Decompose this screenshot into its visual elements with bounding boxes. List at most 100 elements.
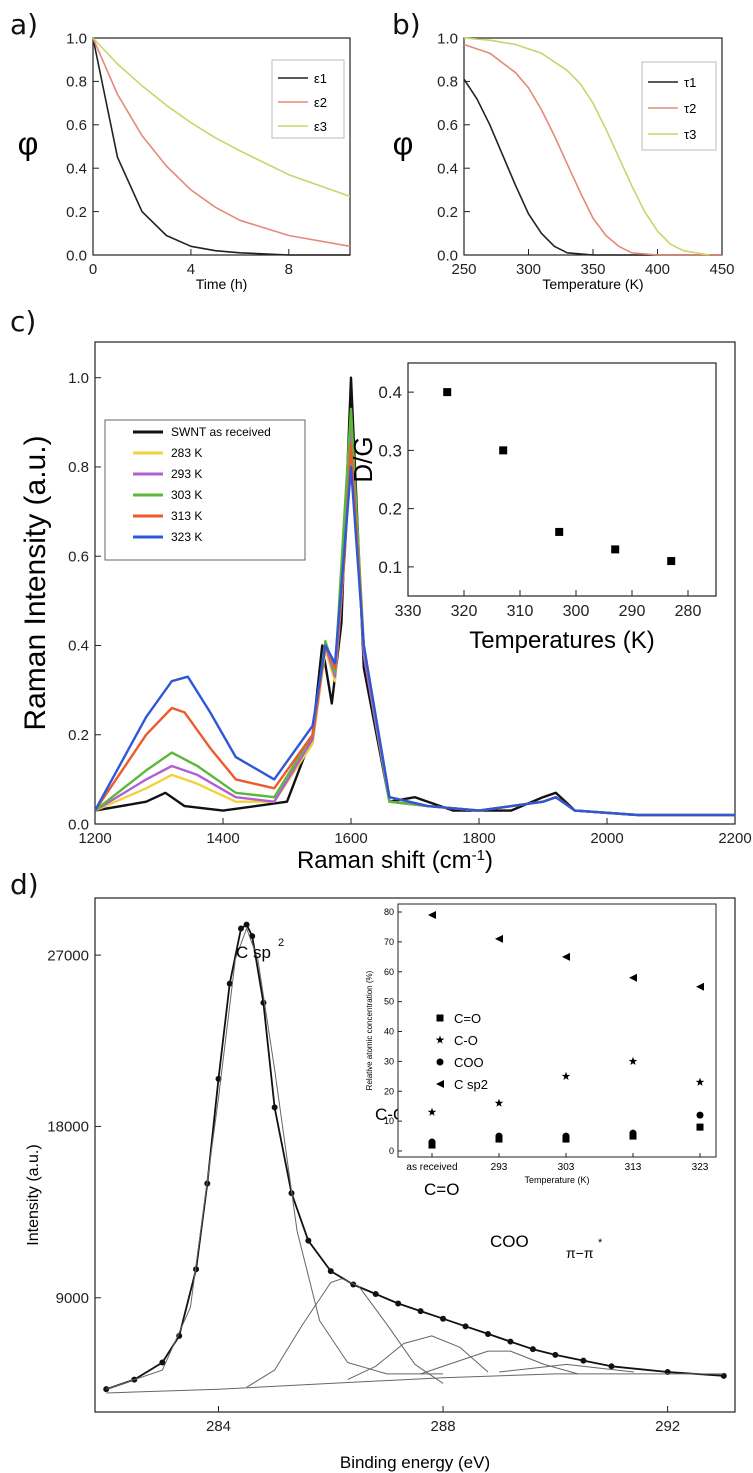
panel-d-series-7 [106, 1373, 724, 1394]
panel-d-inset-yticklabel-7: 70 [384, 937, 394, 947]
panel-b-x-ticklabel-0: 250 [451, 261, 476, 278]
panel-c-inset-point-4 [667, 557, 676, 566]
panel-a-x-ticklabel-2: 8 [285, 261, 293, 278]
panel-b-series-0 [463, 78, 722, 256]
panel-d-series-2 [106, 928, 444, 1390]
panel-a-series-2 [92, 37, 351, 198]
panel-label-c: c) [10, 305, 37, 338]
panel-a-y-ticklabel-3: 0.6 [66, 117, 87, 134]
panel-c-xlabel: Raman shift (cm-1) [297, 847, 493, 875]
panel-c-legend-label-0: SWNT as received [171, 425, 271, 439]
panel-d-inset-point-3-0 [428, 910, 436, 919]
panel-d-inset-point-3-3 [629, 973, 637, 982]
panel-a-legend-label-0: ε1 [314, 71, 327, 86]
panel-c-inset-ylabel: D/G [348, 436, 378, 482]
panel-c-y-ticklabel-3: 0.6 [68, 548, 89, 565]
panel-a-series-0 [92, 37, 350, 256]
panel-d-x-ticklabel-0: 284 [206, 1418, 231, 1435]
panel-d-inset-xticklabel-2: 303 [558, 1162, 575, 1173]
panel-d-inset-point-1-2 [561, 1071, 571, 1080]
panel-d-inset-legend-marker-0 [436, 1014, 444, 1022]
panel-c-x-ticklabel-4: 2000 [590, 830, 623, 847]
panel-d-inset-xticklabel-3: 313 [625, 1162, 642, 1173]
panel-d-inset-legend-marker-3 [436, 1080, 444, 1088]
panel-d-annot-coo: COO [490, 1232, 529, 1251]
panel-c-inset-frame [407, 362, 717, 597]
panel-c-inset-x-ticklabel-5: 280 [675, 603, 702, 620]
panel-c-inset-x-ticklabel-4: 290 [619, 603, 646, 620]
panel-c-y-ticklabel-4: 0.8 [68, 459, 89, 476]
panel-b-x-ticklabel-4: 450 [709, 261, 734, 278]
panel-b-series-2 [463, 37, 710, 256]
panel-d-inset-yticklabel-6: 60 [384, 967, 394, 977]
panel-a-y-ticklabel-1: 0.2 [66, 204, 87, 221]
panel-label-a: a) [10, 8, 39, 41]
panel-d-inset-point-3-2 [562, 952, 570, 961]
panel-c-y-ticklabel-5: 1.0 [68, 370, 89, 387]
panel-d-inset-point-1-0 [427, 1107, 437, 1116]
panel-c-inset-point-2 [555, 527, 564, 536]
panel-c-inset-y-ticklabel-2: 0.3 [378, 441, 402, 460]
panel-c-y-ticklabel-2: 0.4 [68, 638, 89, 655]
panel-d-annot-csp2-sup: 2 [278, 937, 284, 949]
panel-c-y-ticklabel-1: 0.2 [68, 727, 89, 744]
panel-b-legend-label-0: τ1 [684, 75, 696, 90]
panel-d-inset-legend-label-3: C sp2 [454, 1077, 488, 1092]
panel-d-series-4 [347, 1335, 489, 1381]
panel-c-x-ticklabel-1: 1400 [206, 830, 239, 847]
panel-d-inset-xticklabel-1: 293 [491, 1162, 508, 1173]
panel-d-annot-pi-sup: * [598, 1237, 603, 1249]
panel-d-inset-ylabel: Relative atomic concentration (%) [365, 970, 374, 1090]
panel-b-y-ticklabel-4: 0.8 [437, 74, 458, 91]
panel-a-legend-box [271, 59, 345, 139]
panel-d-series-3 [246, 1278, 444, 1388]
panel-d-inset-legend-label-1: C-O [454, 1033, 478, 1048]
panel-d-inset-point-2-0 [428, 1138, 436, 1146]
panel-d-inset-xticklabel-4: 323 [692, 1162, 709, 1173]
panel-c-inset-y-ticklabel-1: 0.2 [378, 500, 402, 519]
panel-a-y-ticklabel-2: 0.4 [66, 160, 87, 177]
panel-b-legend-label-1: τ2 [684, 101, 696, 116]
panel-a-series-1 [92, 37, 351, 248]
panel-c-ylabel: Raman Intensity (a.u.) [19, 435, 52, 730]
panel-d-inset-yticklabel-0: 0 [389, 1146, 394, 1156]
panel-c-inset-x-ticklabel-2: 310 [507, 603, 534, 620]
panel-d-y-ticklabel-1: 18000 [47, 1119, 89, 1136]
panel-c-legend-label-2: 293 K [171, 467, 202, 481]
panel-d-frame [94, 897, 736, 1413]
panel-d-annot-csp2: C sp [236, 943, 271, 962]
panel-d-inset-yticklabel-1: 10 [384, 1116, 394, 1126]
panel-a-y-ticklabel-0: 0.0 [66, 247, 87, 264]
panel-d-inset-point-2-4 [696, 1111, 704, 1119]
panel-b-x-ticklabel-2: 350 [580, 261, 605, 278]
panel-c-x-ticklabel-5: 2200 [718, 830, 751, 847]
panel-b-x-ticklabel-1: 300 [516, 261, 541, 278]
panel-c-inset-point-0 [443, 388, 452, 397]
panel-d-inset-point-3-1 [495, 934, 503, 943]
panel-d-annot-pi: π−π [566, 1245, 594, 1261]
panel-d-series-6 [499, 1363, 634, 1373]
panel-d-inset-legend-marker-2 [436, 1058, 444, 1066]
panel-c-inset-xlabel: Temperatures (K) [469, 627, 654, 654]
panel-c-inset-y-ticklabel-3: 0.4 [378, 383, 402, 402]
panel-b-y-ticklabel-3: 0.6 [437, 117, 458, 134]
panel-c-inset-y-ticklabel-0: 0.1 [378, 558, 402, 577]
panel-a-legend-label-2: ε3 [314, 119, 327, 134]
panel-c-legend-label-5: 323 K [171, 530, 202, 544]
panel-d-inset-point-3-4 [696, 982, 704, 991]
panel-a-xlabel: Time (h) [196, 276, 248, 292]
panel-c-frame [94, 341, 736, 825]
panel-d-inset-yticklabel-3: 30 [384, 1056, 394, 1066]
panel-d-inset-point-2-2 [562, 1132, 570, 1140]
panel-b-xlabel: Temperature (K) [542, 276, 643, 292]
panel-d-inset-yticklabel-5: 50 [384, 997, 394, 1007]
panel-a-x-ticklabel-0: 0 [89, 261, 97, 278]
panel-d-ylabel: Intensity (a.u.) [25, 1144, 42, 1245]
panel-c-inset-point-1 [499, 446, 508, 455]
panel-d-inset-point-2-1 [495, 1132, 503, 1140]
panel-d-inset-xlabel: Temperature (K) [524, 1175, 589, 1185]
panel-d-x-ticklabel-2: 292 [655, 1418, 680, 1435]
panel-d-inset-legend-label-0: C=O [454, 1011, 481, 1026]
panel-c-legend-label-3: 303 K [171, 488, 202, 502]
panel-a-legend-label-1: ε2 [314, 95, 327, 110]
